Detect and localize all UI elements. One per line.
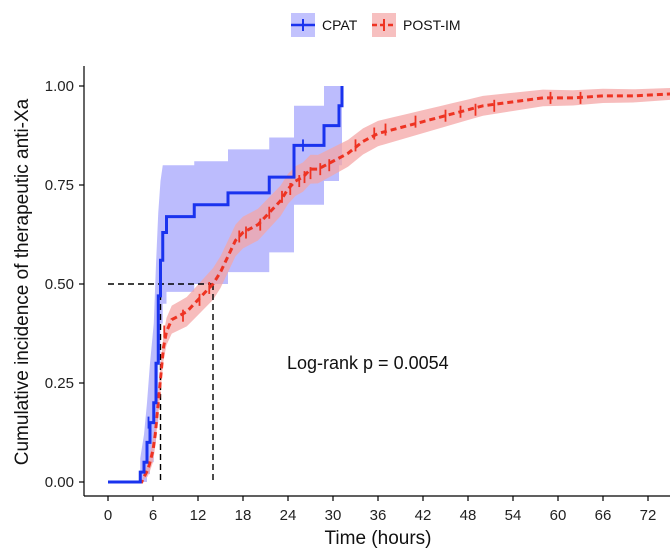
postim-ci-band bbox=[108, 87, 670, 482]
censor-marks bbox=[147, 91, 582, 429]
legend: CPAT POST-IM bbox=[291, 13, 461, 37]
y-axis-title: Cumulative incidence of therapeutic anti… bbox=[12, 98, 33, 465]
y-tick-label: 0.25 bbox=[45, 375, 74, 392]
y-tick-label: 1.00 bbox=[45, 78, 74, 95]
postim-curve bbox=[108, 92, 670, 484]
legend-label-cpat: CPAT bbox=[322, 17, 358, 33]
y-axis-ticks: 0.00 0.25 0.50 0.75 1.00 bbox=[45, 78, 84, 491]
y-tick-label: 0.50 bbox=[45, 276, 74, 293]
x-tick-label: 72 bbox=[640, 507, 657, 524]
x-tick-label: 6 bbox=[149, 507, 157, 524]
x-tick-label: 12 bbox=[190, 507, 207, 524]
x-tick-label: 60 bbox=[550, 507, 567, 524]
cpat-curve bbox=[108, 86, 344, 484]
x-axis-title: Time (hours) bbox=[325, 528, 432, 549]
x-tick-label: 42 bbox=[415, 507, 432, 524]
x-tick-label: 30 bbox=[325, 507, 342, 524]
x-tick-label: 18 bbox=[235, 507, 252, 524]
x-tick-label: 24 bbox=[280, 507, 297, 524]
x-tick-label: 66 bbox=[595, 507, 612, 524]
x-tick-label: 0 bbox=[104, 507, 112, 524]
y-tick-label: 0.00 bbox=[45, 474, 74, 491]
survival-curves bbox=[108, 86, 670, 484]
x-tick-label: 36 bbox=[370, 507, 387, 524]
logrank-annotation: Log-rank p = 0.0054 bbox=[287, 353, 449, 373]
legend-label-postim: POST-IM bbox=[403, 17, 461, 33]
x-tick-label: 48 bbox=[460, 507, 477, 524]
x-tick-label: 54 bbox=[505, 507, 522, 524]
x-axis-ticks: 0 6 12 18 24 30 36 42 48 54 60 66 72 bbox=[104, 496, 657, 524]
y-tick-label: 0.75 bbox=[45, 177, 74, 194]
